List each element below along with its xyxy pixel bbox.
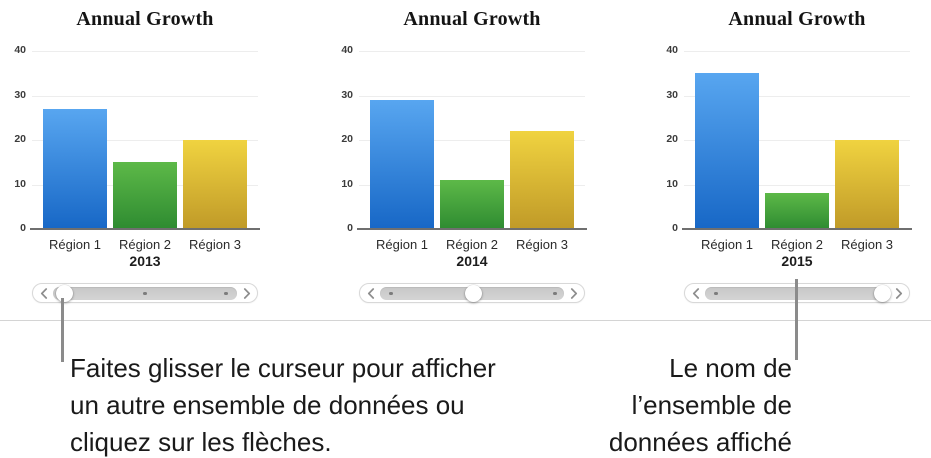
slider-left-arrow-button[interactable] [361,284,380,302]
chart-panel-2014: Annual Growth 0 10 20 30 40 Région 1 Région 2 Ré… [327,0,617,306]
annotation-right-caption: Le nom de l’ensemble de données affiché [492,350,792,458]
y-tick-label: 10 [14,177,26,190]
bar-r-gion-2[interactable] [113,162,177,229]
slider-detent-dot [714,291,718,295]
y-tick-label: 30 [14,88,26,101]
gridline-20 [684,140,910,141]
y-tick-label: 10 [341,177,353,190]
gridline-20 [32,140,258,141]
dataset-name-label: 2014 [456,253,488,269]
slider-right-arrow-button[interactable] [237,284,256,302]
dataset-name-label: 2015 [781,253,813,269]
divider-line [0,320,931,321]
bar-r-gion-2[interactable] [765,193,829,229]
y-tick-label: 20 [666,133,678,145]
annotation-left-caption: Faites glisser le curseur pour afficher … [70,350,610,458]
slider-left-arrow-button[interactable] [34,284,53,302]
chevron-right-icon [895,287,902,299]
caption-line: Faites glisser le curseur pour afficher [70,353,496,383]
y-tick-label: 0 [20,222,26,234]
gridline-40 [684,51,910,52]
slider-thumb[interactable] [874,284,891,302]
chart-title: Annual Growth [728,8,866,30]
gridline-40 [359,51,585,52]
y-tick-label: 20 [341,133,353,145]
chevron-left-icon [692,287,699,299]
x-axis-line [682,227,912,230]
gridline-30 [359,95,585,97]
gridline-30 [32,95,258,97]
bar-r-gion-1[interactable] [695,73,759,229]
chevron-left-icon [40,287,47,299]
gridline-30 [684,95,910,97]
slider-left-arrow-button[interactable] [686,284,705,302]
x-category-label: Région 1 [48,237,102,252]
dataset-name-label: 2013 [129,253,161,269]
chevron-right-icon [243,287,250,299]
y-tick-label: 30 [341,88,353,101]
chart-panel-2013: Annual Growth 0 10 20 30 40 Région 1 Région 2 Ré… [0,0,290,306]
y-tick-label: 20 [14,133,26,145]
chevron-left-icon [367,287,374,299]
chart-title: Annual Growth [403,8,541,30]
chart-panel-2015: Annual Growth 0 10 20 30 40 Région 1 Région 2 Ré… [652,0,931,306]
slider-right-arrow-button[interactable] [889,284,908,302]
slider-detent-dot [389,291,393,295]
bar-r-gion-3[interactable] [183,140,247,229]
plot-area [357,51,587,230]
x-category-label: Région 3 [188,237,242,252]
slider-thumb[interactable] [56,284,74,302]
slider-track[interactable] [53,284,237,302]
gridline-10 [684,184,910,186]
slider-detent-dot [143,291,147,295]
y-tick-label: 10 [666,177,678,190]
x-category-label: Région 3 [840,237,894,252]
plot-area [30,51,260,230]
slider-track[interactable] [380,284,564,302]
gridline-20 [359,140,585,141]
caption-line: l’ensemble de [631,390,792,420]
dataset-slider[interactable] [32,283,258,303]
y-tick-label: 0 [347,222,353,234]
caption-line: données affiché [608,427,792,457]
caption-line: un autre ensemble de données ou [70,390,465,420]
callout-line-slider [61,298,64,362]
y-tick-label: 40 [666,44,678,56]
x-category-label: Région 2 [770,237,824,252]
slider-detent-dot [224,291,228,295]
y-tick-label: 40 [341,44,353,56]
bar-r-gion-2[interactable] [440,180,504,229]
chart-title: Annual Growth [76,8,214,30]
slider-right-arrow-button[interactable] [564,284,583,302]
callout-line-dataset-name [795,279,798,360]
bar-r-gion-3[interactable] [510,131,574,229]
x-category-label: Région 2 [118,237,172,252]
dataset-slider[interactable] [359,283,585,303]
caption-line: cliquez sur les flèches. [70,427,332,457]
gridline-40 [32,51,258,52]
y-tick-label: 30 [666,88,678,101]
slider-thumb[interactable] [464,284,482,302]
x-category-label: Région 3 [515,237,569,252]
plot-area [682,51,912,230]
caption-line: Le nom de [669,353,792,383]
x-category-label: Région 1 [700,237,754,252]
x-axis-line [30,227,260,230]
slider-detent-dot [553,291,557,295]
y-tick-label: 0 [672,222,678,234]
x-category-label: Région 1 [375,237,429,252]
bar-r-gion-1[interactable] [43,108,107,229]
bar-r-gion-1[interactable] [370,100,434,229]
x-category-label: Région 2 [445,237,499,252]
y-tick-label: 40 [14,44,26,56]
chevron-right-icon [570,287,577,299]
x-axis-line [357,227,587,230]
bar-r-gion-3[interactable] [835,140,899,229]
